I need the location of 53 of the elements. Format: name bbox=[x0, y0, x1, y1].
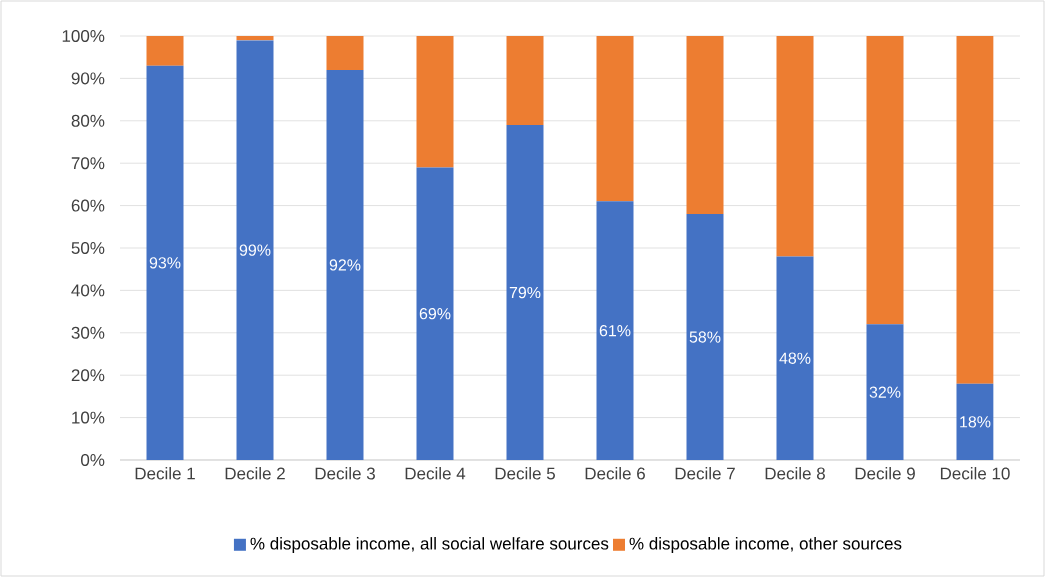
x-tick-label: Decile 3 bbox=[315, 467, 375, 480]
bar bbox=[686, 214, 724, 460]
bar bbox=[686, 35, 724, 215]
bar bbox=[326, 35, 364, 70]
y-tick-label: 100% bbox=[62, 29, 105, 42]
data-label: 48% bbox=[779, 352, 811, 364]
data-label: 92% bbox=[329, 259, 361, 271]
y-tick-label: 30% bbox=[71, 326, 105, 339]
data-label: 93% bbox=[149, 257, 181, 269]
data-label: 18% bbox=[960, 416, 991, 428]
bar bbox=[956, 383, 994, 460]
y-tick-label: 50% bbox=[71, 241, 105, 254]
bar bbox=[506, 125, 544, 460]
bar bbox=[236, 40, 274, 460]
legend-label: % disposable income, other sources bbox=[629, 537, 902, 553]
bar bbox=[146, 35, 184, 66]
data-label: 32% bbox=[869, 386, 901, 398]
bar bbox=[416, 35, 454, 168]
bar bbox=[326, 69, 364, 460]
x-tick-label: Decile 5 bbox=[495, 467, 555, 480]
data-label: 58% bbox=[689, 331, 721, 343]
bar bbox=[236, 35, 274, 41]
y-tick-label: 90% bbox=[71, 72, 105, 85]
x-tick-label: Decile 9 bbox=[855, 467, 915, 480]
bar bbox=[956, 35, 994, 384]
bar bbox=[596, 35, 634, 202]
x-tick-label: Decile 8 bbox=[765, 467, 825, 480]
bar bbox=[506, 35, 544, 126]
bar bbox=[866, 35, 904, 325]
data-label: 69% bbox=[419, 308, 451, 320]
y-tick-label: 60% bbox=[71, 199, 105, 212]
y-tick-label: 20% bbox=[71, 369, 105, 382]
data-label: 61% bbox=[599, 325, 631, 337]
bar bbox=[416, 167, 454, 460]
x-tick-label: Decile 10 bbox=[940, 467, 1010, 480]
legend-label: % disposable income, all social welfare sources bbox=[250, 537, 609, 553]
y-tick-label: 40% bbox=[71, 284, 105, 297]
x-tick-label: Decile 7 bbox=[675, 467, 735, 480]
y-tick-label: 0% bbox=[81, 453, 105, 466]
y-tick-label: 10% bbox=[72, 411, 105, 424]
x-tick-label: Decile 1 bbox=[135, 467, 195, 480]
y-tick-label: 70% bbox=[71, 157, 105, 170]
bar bbox=[776, 35, 814, 257]
bar bbox=[866, 324, 904, 460]
data-label: 79% bbox=[509, 286, 541, 299]
bar bbox=[596, 201, 634, 460]
y-tick-label: 80% bbox=[71, 114, 105, 127]
bar bbox=[776, 256, 814, 460]
x-tick-label: Decile 4 bbox=[405, 467, 466, 480]
x-tick-label: Decile 2 bbox=[225, 467, 285, 480]
x-tick-label: Decile 6 bbox=[585, 467, 645, 480]
data-label: 99% bbox=[239, 244, 271, 256]
bar bbox=[146, 65, 184, 460]
